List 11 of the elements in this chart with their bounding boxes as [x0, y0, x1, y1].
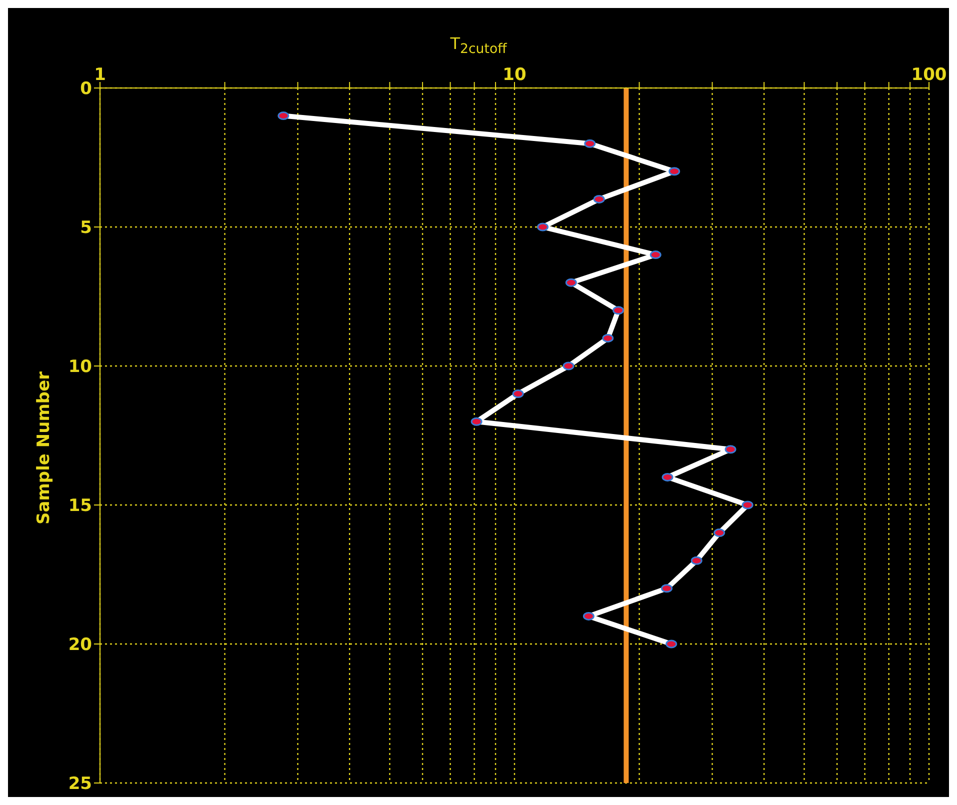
y-tick-label: 20	[68, 635, 92, 656]
x-tick-label: 10	[502, 65, 526, 85]
x-tick-label: 100	[911, 65, 947, 85]
y-tick-label: 0	[80, 79, 92, 100]
y-tick-label: 5	[80, 218, 92, 238]
x-tick-label: 1	[94, 65, 106, 85]
y-tick-label: 15	[68, 496, 92, 516]
y-axis-title: Sample Number	[34, 372, 54, 524]
x-axis-title: T$_{2cutoff}$	[449, 34, 508, 58]
y-tick-label: 25	[68, 774, 92, 794]
y-tick-label: 10	[68, 357, 92, 378]
